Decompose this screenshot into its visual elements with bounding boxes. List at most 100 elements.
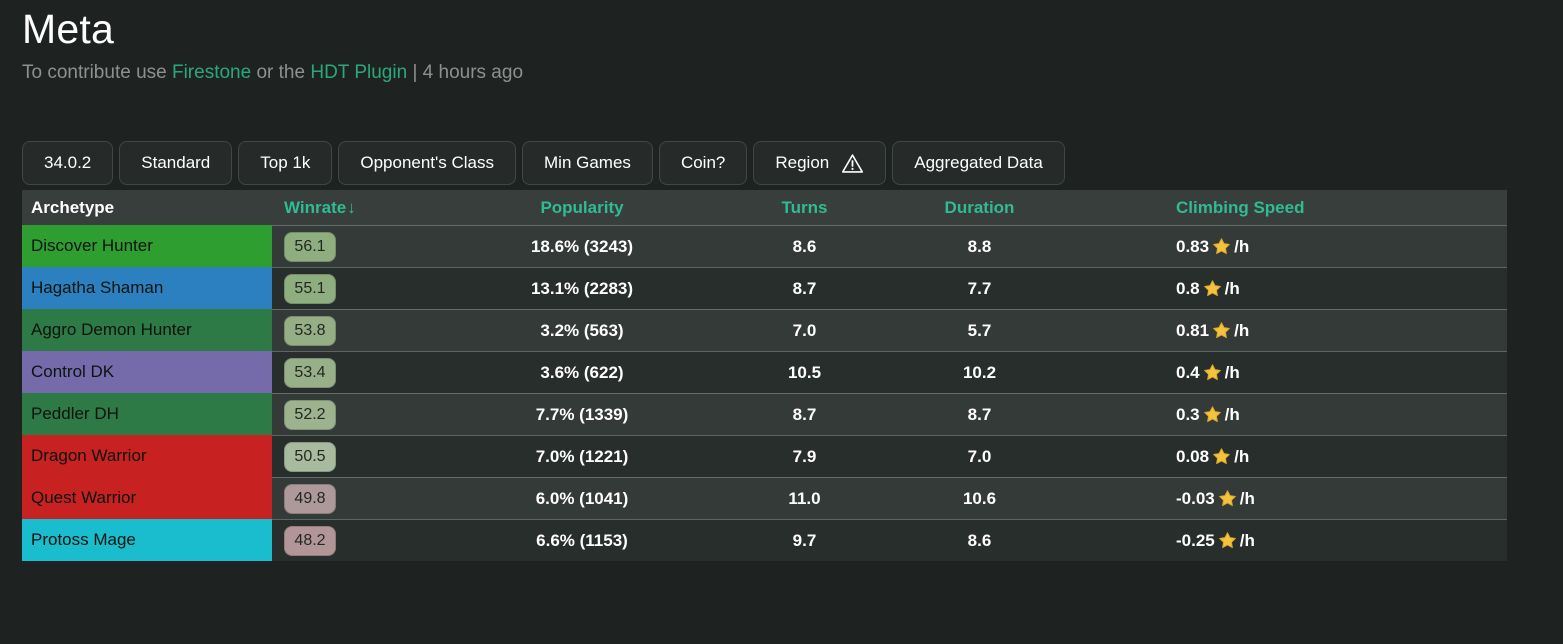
- climbing-speed-wrap: 0.08 /h: [1176, 447, 1249, 467]
- filter-bar: 34.0.2 Standard Top 1k Opponent's Class …: [22, 141, 1563, 185]
- filter-coin-button[interactable]: Coin?: [658, 141, 748, 185]
- meta-page: Meta To contribute use Firestone or the …: [22, 6, 1563, 561]
- climbing-speed-wrap: -0.03 /h: [1176, 489, 1255, 509]
- star-icon: [1212, 237, 1231, 256]
- filter-label: Coin?: [680, 153, 726, 172]
- duration-value: 10.6: [962, 488, 997, 508]
- filter-aggregated-data-button[interactable]: Aggregated Data: [892, 141, 1065, 185]
- winrate-badge: 53.8: [284, 315, 336, 346]
- sort-descending-icon: ↓: [347, 197, 356, 217]
- duration-cell: 8.8: [897, 225, 1062, 267]
- turns-cell: 7.9: [712, 435, 897, 477]
- table-row[interactable]: Quest Warrior 49.8 6.0% (1041) 11.0 10.6…: [22, 477, 1507, 519]
- winrate-cell: 55.1: [272, 267, 452, 309]
- climbing-speed-unit: /h: [1234, 320, 1250, 340]
- climbing-speed-unit: /h: [1234, 236, 1250, 256]
- duration-cell: 8.6: [897, 519, 1062, 561]
- table-row[interactable]: Control DK 53.4 3.6% (622) 10.5 10.2 0.4…: [22, 351, 1507, 393]
- meta-table: Archetype Winrate ↓ Popularity Turns Dura…: [22, 190, 1507, 561]
- duration-value: 10.2: [962, 362, 997, 382]
- table-row[interactable]: Discover Hunter 56.1 18.6% (3243) 8.6 8.…: [22, 225, 1507, 267]
- climbing-speed-unit: /h: [1239, 530, 1255, 550]
- climbing-speed-value: 0.3: [1176, 404, 1200, 424]
- duration-cell: 10.2: [897, 351, 1062, 393]
- column-header-duration[interactable]: Duration: [944, 197, 1015, 217]
- table-body: Discover Hunter 56.1 18.6% (3243) 8.6 8.…: [22, 225, 1507, 561]
- table-row[interactable]: Protoss Mage 48.2 6.6% (1153) 9.7 8.6 -0…: [22, 519, 1507, 561]
- table-row[interactable]: Aggro Demon Hunter 53.8 3.2% (563) 7.0 5…: [22, 309, 1507, 351]
- archetype-cell[interactable]: Protoss Mage: [22, 519, 272, 561]
- table-header-row: Archetype Winrate ↓ Popularity Turns Dura…: [22, 190, 1507, 225]
- popularity-cell: 3.6% (622): [452, 351, 712, 393]
- turns-cell: 8.7: [712, 393, 897, 435]
- duration-cell: 7.0: [897, 435, 1062, 477]
- climbing-speed-wrap: 0.81 /h: [1176, 321, 1249, 341]
- winrate-badge: 48.2: [284, 525, 336, 556]
- winrate-badge: 53.4: [284, 357, 336, 388]
- climbing-speed-wrap: -0.25 /h: [1176, 531, 1255, 551]
- climbing-speed-cell: 0.4 /h: [1062, 351, 1507, 393]
- filter-label: Opponent's Class: [360, 153, 495, 172]
- filter-label: 34.0.2: [44, 153, 92, 172]
- column-header-climbing-speed[interactable]: Climbing Speed: [1176, 197, 1305, 217]
- star-icon: [1218, 489, 1237, 508]
- filter-min-games-button[interactable]: Min Games: [522, 141, 653, 185]
- archetype-cell[interactable]: Dragon Warrior: [22, 435, 272, 477]
- climbing-speed-value: -0.03: [1176, 488, 1215, 508]
- climbing-speed-cell: 0.8 /h: [1062, 267, 1507, 309]
- column-header-archetype[interactable]: Archetype: [31, 197, 115, 217]
- archetype-cell[interactable]: Discover Hunter: [22, 225, 272, 267]
- winrate-badge: 56.1: [284, 231, 336, 262]
- winrate-cell: 50.5: [272, 435, 452, 477]
- climbing-speed-cell: -0.25 /h: [1062, 519, 1507, 561]
- firestone-link[interactable]: Firestone: [171, 62, 252, 83]
- climbing-speed-unit: /h: [1239, 488, 1255, 508]
- turns-cell: 8.7: [712, 267, 897, 309]
- popularity-cell: 3.2% (563): [452, 309, 712, 351]
- winrate-cell: 48.2: [272, 519, 452, 561]
- climbing-speed-unit: /h: [1224, 278, 1240, 298]
- table-row[interactable]: Peddler DH 52.2 7.7% (1339) 8.7 8.7 0.3 …: [22, 393, 1507, 435]
- subtitle-text: or the: [256, 62, 306, 83]
- winrate-cell: 53.8: [272, 309, 452, 351]
- filter-format-button[interactable]: Standard: [119, 141, 233, 185]
- column-header-winrate[interactable]: Winrate ↓: [272, 190, 452, 225]
- filter-label: Min Games: [544, 153, 631, 172]
- filter-version-button[interactable]: 34.0.2: [22, 141, 114, 185]
- filter-opponent-class-button[interactable]: Opponent's Class: [338, 141, 517, 185]
- turns-value: 7.0: [792, 320, 817, 340]
- column-header-turns[interactable]: Turns: [781, 197, 828, 217]
- filter-label: Top 1k: [260, 153, 311, 172]
- archetype-cell[interactable]: Control DK: [22, 351, 272, 393]
- archetype-cell[interactable]: Peddler DH: [22, 393, 272, 435]
- climbing-speed-cell: -0.03 /h: [1062, 477, 1507, 519]
- star-icon: [1203, 405, 1222, 424]
- archetype-cell[interactable]: Aggro Demon Hunter: [22, 309, 272, 351]
- winrate-badge: 55.1: [284, 273, 336, 304]
- star-icon: [1218, 531, 1237, 550]
- duration-value: 8.6: [967, 530, 992, 550]
- page-title: Meta: [22, 6, 114, 52]
- climbing-speed-wrap: 0.3 /h: [1176, 405, 1240, 425]
- popularity-cell: 6.0% (1041): [452, 477, 712, 519]
- archetype-cell[interactable]: Hagatha Shaman: [22, 267, 272, 309]
- popularity-value: 13.1% (2283): [530, 278, 634, 298]
- popularity-value: 3.2% (563): [540, 320, 624, 340]
- duration-value: 5.7: [967, 320, 992, 340]
- climbing-speed-wrap: 0.83 /h: [1176, 237, 1249, 257]
- column-header-popularity[interactable]: Popularity: [540, 197, 624, 217]
- table-row[interactable]: Dragon Warrior 50.5 7.0% (1221) 7.9 7.0 …: [22, 435, 1507, 477]
- duration-cell: 8.7: [897, 393, 1062, 435]
- table-row[interactable]: Hagatha Shaman 55.1 13.1% (2283) 8.7 7.7…: [22, 267, 1507, 309]
- winrate-badge: 52.2: [284, 399, 336, 430]
- duration-cell: 7.7: [897, 267, 1062, 309]
- popularity-cell: 7.7% (1339): [452, 393, 712, 435]
- archetype-cell[interactable]: Quest Warrior: [22, 477, 272, 519]
- turns-cell: 9.7: [712, 519, 897, 561]
- hdt-plugin-link[interactable]: HDT Plugin: [310, 62, 408, 83]
- turns-cell: 7.0: [712, 309, 897, 351]
- filter-rank-button[interactable]: Top 1k: [238, 141, 333, 185]
- climbing-speed-cell: 0.83 /h: [1062, 225, 1507, 267]
- duration-value: 8.8: [967, 236, 992, 256]
- filter-region-button[interactable]: Region: [753, 141, 887, 185]
